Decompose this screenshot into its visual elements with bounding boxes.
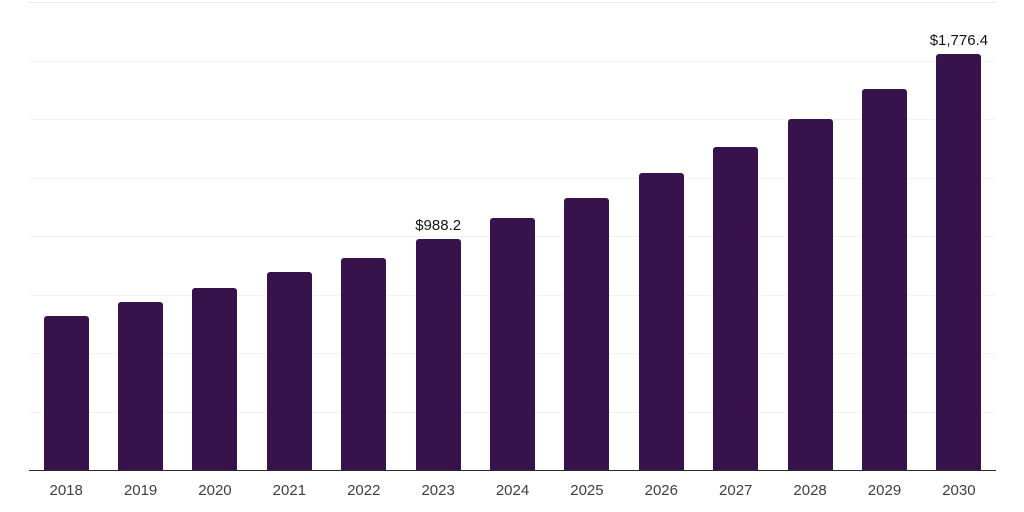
bar-2018 bbox=[43, 315, 89, 470]
x-tick-label-2022: 2022 bbox=[347, 482, 381, 499]
x-tick-label-2023: 2023 bbox=[421, 482, 455, 499]
bar-2020 bbox=[192, 287, 238, 470]
bar-2019 bbox=[118, 301, 164, 470]
x-tick-label-2029: 2029 bbox=[867, 482, 902, 499]
bar-slot-2020 bbox=[178, 2, 252, 470]
x-tick-label-2020: 2020 bbox=[198, 482, 232, 499]
bar-2021 bbox=[266, 271, 312, 470]
bar-2023 bbox=[415, 238, 461, 470]
bar-2022 bbox=[341, 257, 387, 470]
bar-slot-2025 bbox=[550, 2, 624, 470]
x-axis-line bbox=[29, 470, 996, 471]
x-tick-label-2019: 2019 bbox=[123, 482, 158, 499]
bar-value-label-2023: $988.2 bbox=[415, 216, 462, 234]
x-tick-label-2026: 2026 bbox=[644, 482, 678, 499]
bar-2030 bbox=[936, 54, 982, 470]
plot-area: $988.2 $1,776.4 bbox=[29, 2, 996, 471]
bar-slot-2026 bbox=[624, 2, 698, 470]
bar-slot-2030: $1,776.4 bbox=[922, 2, 996, 470]
bar-2029 bbox=[861, 89, 907, 470]
bar-2024 bbox=[490, 217, 536, 470]
bar-2028 bbox=[787, 119, 833, 470]
bar-value-label-2030: $1,776.4 bbox=[929, 32, 989, 50]
x-axis-labels: 2018 2019 2020 2021 2022 2023 2024 2025 2026 2027… bbox=[29, 482, 996, 500]
bar-slot-2023: $988.2 bbox=[401, 2, 475, 470]
bar-slot-2022 bbox=[327, 2, 401, 470]
x-tick-label-2025: 2025 bbox=[570, 482, 604, 499]
bar-slot-2018 bbox=[29, 2, 103, 470]
x-tick-label-2030: 2030 bbox=[942, 482, 976, 499]
bar-slot-2021 bbox=[252, 2, 326, 470]
x-tick-label-2027: 2027 bbox=[719, 482, 753, 499]
bar-slot-2029 bbox=[847, 2, 921, 470]
bar-slot-2028 bbox=[773, 2, 847, 470]
bar-2026 bbox=[638, 173, 684, 470]
bar-slot-2024 bbox=[475, 2, 549, 470]
bar-slot-2027 bbox=[699, 2, 773, 470]
bar-2027 bbox=[713, 147, 759, 470]
x-tick-label-2028: 2028 bbox=[793, 482, 827, 499]
x-tick-label-2024: 2024 bbox=[495, 482, 530, 499]
x-tick-label-2018: 2018 bbox=[49, 482, 83, 499]
bar-2025 bbox=[564, 197, 610, 470]
x-tick-label-2021: 2021 bbox=[272, 482, 307, 499]
bar-slot-2019 bbox=[103, 2, 177, 470]
